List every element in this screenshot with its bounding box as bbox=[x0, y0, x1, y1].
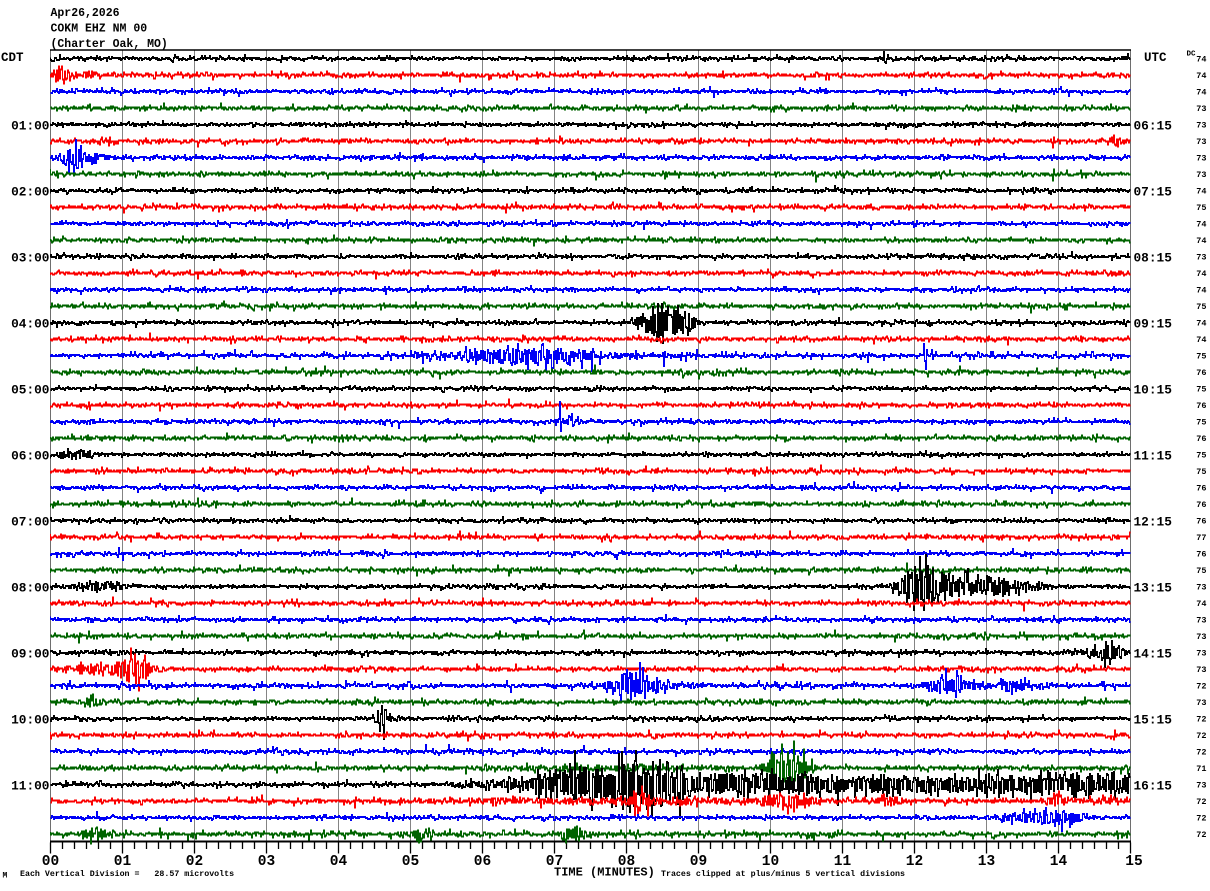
svg-text:72: 72 bbox=[1196, 814, 1206, 824]
svg-text:07:15: 07:15 bbox=[1134, 185, 1173, 200]
svg-text:04:00: 04:00 bbox=[11, 317, 49, 332]
svg-text:07:00: 07:00 bbox=[11, 515, 49, 530]
svg-text:73: 73 bbox=[1196, 154, 1206, 164]
svg-text:74: 74 bbox=[1196, 335, 1206, 345]
svg-text:72: 72 bbox=[1196, 715, 1206, 725]
svg-text:75: 75 bbox=[1196, 302, 1206, 312]
svg-text:73: 73 bbox=[1196, 698, 1206, 708]
svg-text:73: 73 bbox=[1196, 649, 1206, 659]
svg-text:03: 03 bbox=[258, 854, 275, 870]
svg-text:73: 73 bbox=[1196, 781, 1206, 791]
svg-text:75: 75 bbox=[1196, 203, 1206, 213]
svg-text:13: 13 bbox=[978, 854, 995, 870]
svg-text:13:15: 13:15 bbox=[1134, 581, 1173, 596]
svg-text:75: 75 bbox=[1196, 352, 1206, 362]
svg-text:73: 73 bbox=[1196, 170, 1206, 180]
svg-text:76: 76 bbox=[1196, 368, 1206, 378]
svg-text:76: 76 bbox=[1196, 517, 1206, 527]
svg-text:72: 72 bbox=[1196, 731, 1206, 741]
svg-text:76: 76 bbox=[1196, 484, 1206, 494]
svg-text:73: 73 bbox=[1196, 121, 1206, 131]
svg-text:Apr26,2026: Apr26,2026 bbox=[51, 7, 120, 20]
svg-text:(Charter Oak, MO): (Charter Oak, MO) bbox=[51, 38, 168, 51]
svg-text:75: 75 bbox=[1196, 451, 1206, 461]
svg-text:09: 09 bbox=[690, 854, 707, 870]
svg-text:02: 02 bbox=[186, 854, 203, 870]
svg-text:71: 71 bbox=[1196, 764, 1206, 774]
svg-text:74: 74 bbox=[1196, 71, 1206, 81]
svg-text:75: 75 bbox=[1196, 385, 1206, 395]
svg-text:74: 74 bbox=[1196, 236, 1206, 246]
svg-text:01:00: 01:00 bbox=[11, 119, 49, 134]
svg-text:00: 00 bbox=[42, 854, 59, 870]
svg-text:74: 74 bbox=[1196, 88, 1206, 98]
svg-text:11: 11 bbox=[834, 854, 852, 870]
svg-text:73: 73 bbox=[1196, 137, 1206, 147]
svg-text:77: 77 bbox=[1196, 533, 1206, 543]
svg-text:72: 72 bbox=[1196, 682, 1206, 692]
svg-text:76: 76 bbox=[1196, 500, 1206, 510]
svg-text:74: 74 bbox=[1196, 599, 1206, 609]
svg-text:72: 72 bbox=[1196, 830, 1206, 840]
svg-text:11:15: 11:15 bbox=[1134, 449, 1173, 464]
svg-text:74: 74 bbox=[1196, 269, 1206, 279]
svg-text:10: 10 bbox=[762, 854, 779, 870]
svg-text:74: 74 bbox=[1196, 286, 1206, 296]
svg-text:11:00: 11:00 bbox=[11, 779, 49, 794]
svg-text:09:15: 09:15 bbox=[1134, 317, 1173, 332]
svg-text:04: 04 bbox=[330, 854, 348, 870]
svg-text:CDT: CDT bbox=[1, 51, 24, 65]
svg-text:76: 76 bbox=[1196, 401, 1206, 411]
svg-text:08:00: 08:00 bbox=[11, 581, 49, 596]
svg-text:75: 75 bbox=[1196, 467, 1206, 477]
svg-text:Traces clipped at plus/minus 5: Traces clipped at plus/minus 5 vertical … bbox=[661, 869, 905, 879]
svg-text:UTC: UTC bbox=[1144, 51, 1167, 65]
svg-text:02:00: 02:00 bbox=[11, 185, 49, 200]
svg-text:76: 76 bbox=[1196, 550, 1206, 560]
svg-text:COKM EHZ NM 00: COKM EHZ NM 00 bbox=[51, 23, 148, 36]
svg-text:08: 08 bbox=[618, 854, 635, 870]
svg-text:DC: DC bbox=[1187, 51, 1197, 59]
svg-text:72: 72 bbox=[1196, 797, 1206, 807]
svg-text:01: 01 bbox=[114, 854, 132, 870]
svg-text:15: 15 bbox=[1125, 854, 1142, 870]
svg-text:09:00: 09:00 bbox=[11, 647, 49, 662]
svg-text:10:15: 10:15 bbox=[1134, 383, 1173, 398]
svg-text:05: 05 bbox=[402, 854, 419, 870]
svg-text:10:00: 10:00 bbox=[11, 713, 49, 728]
svg-text:73: 73 bbox=[1196, 616, 1206, 626]
svg-text:72: 72 bbox=[1196, 748, 1206, 758]
svg-text:16:15: 16:15 bbox=[1134, 779, 1173, 794]
svg-text:Each Vertical Division = 28.: Each Vertical Division = 28.57 microvolt… bbox=[20, 869, 234, 879]
svg-text:14:15: 14:15 bbox=[1134, 647, 1173, 662]
svg-text:05:00: 05:00 bbox=[11, 383, 49, 398]
svg-text:76: 76 bbox=[1196, 434, 1206, 444]
svg-text:12: 12 bbox=[906, 854, 923, 870]
svg-text:M: M bbox=[3, 872, 8, 881]
svg-text:08:15: 08:15 bbox=[1134, 251, 1173, 266]
svg-text:73: 73 bbox=[1196, 665, 1206, 675]
svg-text:74: 74 bbox=[1196, 220, 1206, 230]
svg-text:12:15: 12:15 bbox=[1134, 515, 1173, 530]
svg-text:75: 75 bbox=[1196, 418, 1206, 428]
svg-text:06:15: 06:15 bbox=[1134, 119, 1173, 134]
svg-text:74: 74 bbox=[1196, 55, 1206, 65]
svg-text:74: 74 bbox=[1196, 319, 1206, 329]
svg-text:73: 73 bbox=[1196, 583, 1206, 593]
svg-text:07: 07 bbox=[546, 854, 563, 870]
svg-text:73: 73 bbox=[1196, 632, 1206, 642]
svg-text:03:00: 03:00 bbox=[11, 251, 49, 266]
svg-text:06: 06 bbox=[474, 854, 491, 870]
svg-text:06:00: 06:00 bbox=[11, 449, 49, 464]
svg-text:73: 73 bbox=[1196, 253, 1206, 263]
svg-text:73: 73 bbox=[1196, 104, 1206, 114]
svg-text:75: 75 bbox=[1196, 566, 1206, 576]
svg-text:TIME (MINUTES): TIME (MINUTES) bbox=[554, 866, 655, 880]
svg-text:74: 74 bbox=[1196, 187, 1206, 197]
svg-text:14: 14 bbox=[1050, 854, 1068, 870]
svg-text:15:15: 15:15 bbox=[1134, 713, 1173, 728]
